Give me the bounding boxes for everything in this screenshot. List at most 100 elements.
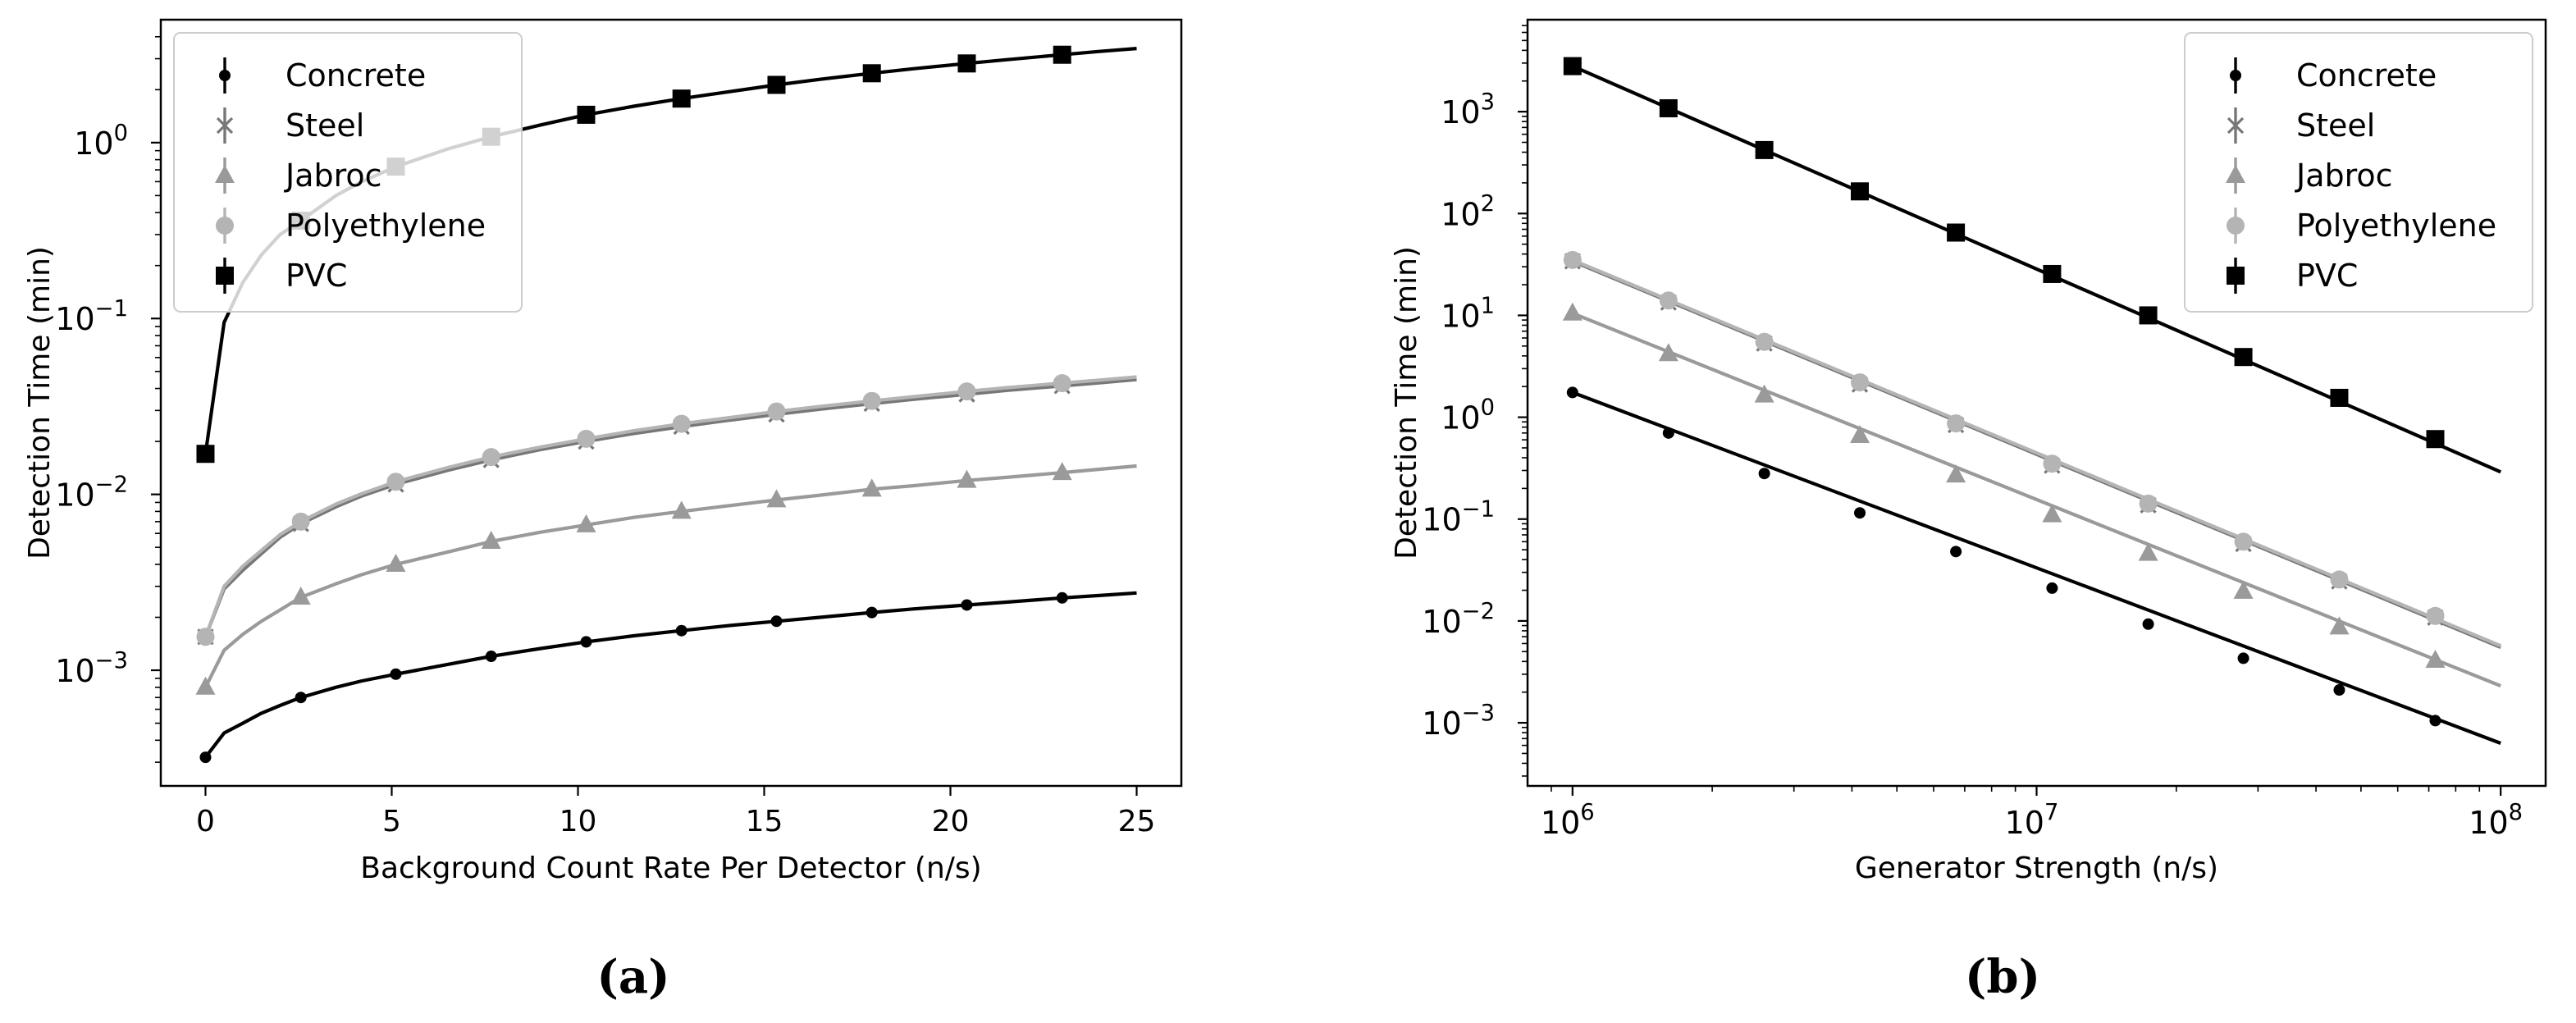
legend-label-jabroc: Jabroc — [2295, 158, 2393, 194]
legend-marker-pvc — [2227, 267, 2245, 285]
data-point — [482, 448, 500, 467]
data-point — [767, 75, 786, 94]
data-point — [1946, 464, 1966, 483]
data-point — [767, 402, 786, 421]
data-point — [2237, 652, 2249, 664]
data-point — [672, 89, 691, 108]
panel-b: 106 107 108 10−3 10−2 10−1 100 101 102 103 Generat… — [1390, 18, 2547, 1004]
legend-box — [2184, 32, 2533, 313]
data-point — [961, 599, 973, 611]
y-tick-label: 102 — [1441, 191, 1495, 232]
y-tick-label: 10−3 — [55, 648, 128, 689]
data-point — [862, 64, 881, 83]
data-point — [770, 615, 783, 628]
data-point — [2426, 606, 2445, 625]
legend-marker-steel — [216, 116, 234, 135]
data-point — [2333, 684, 2345, 696]
series-polyethylene — [196, 374, 1137, 646]
y-tick-label: 101 — [1441, 293, 1495, 334]
legend-marker-concrete — [2230, 70, 2241, 81]
plot-frame — [159, 18, 1183, 788]
data-point — [1851, 182, 1870, 201]
data-point — [766, 489, 787, 508]
legend-marker-polyethylene — [2227, 217, 2245, 235]
series-line — [1571, 258, 2502, 648]
x-axis-label: Background Count Rate Per Detector (n/s) — [360, 852, 981, 885]
data-point — [861, 478, 882, 497]
series-line — [1572, 390, 2501, 745]
legend-label-pvc: PVC — [285, 258, 347, 294]
panel-label: (a) — [596, 950, 669, 1004]
data-point — [2043, 264, 2062, 283]
data-point — [1053, 45, 1071, 64]
y-tick-label: 100 — [1441, 395, 1495, 436]
data-point — [2046, 582, 2058, 594]
x-axis-label: Generator Strength (n/s) — [1855, 852, 2218, 885]
data-point — [2139, 306, 2158, 325]
data-point — [957, 382, 976, 401]
data-point — [2042, 504, 2062, 523]
legend-label-steel: Steel — [2296, 107, 2375, 144]
data-point — [675, 624, 687, 637]
data-point — [2233, 580, 2254, 599]
data-point — [196, 628, 215, 646]
y-axis-label: Detection Time (min) — [1390, 246, 1423, 559]
data-point — [672, 414, 691, 433]
legend-label-pvc: PVC — [2296, 258, 2358, 294]
data-point — [1056, 591, 1068, 604]
data-point — [671, 500, 692, 519]
series-jabroc — [1562, 302, 2501, 688]
data-point — [580, 636, 592, 648]
series-line — [203, 377, 1137, 637]
data-point — [576, 514, 596, 532]
data-point — [1754, 384, 1774, 403]
legend-label-concrete: Concrete — [285, 57, 426, 94]
series-polyethylene — [1563, 250, 2502, 648]
series-jabroc — [195, 462, 1137, 695]
x-tick-label: 15 — [746, 805, 783, 838]
x-tick-label: 108 — [2469, 800, 2523, 841]
data-point — [957, 469, 977, 488]
data-point — [1947, 223, 1966, 242]
data-point — [1053, 374, 1071, 393]
data-point — [2234, 532, 2253, 551]
legend-label-concrete: Concrete — [2296, 57, 2437, 94]
x-tick-label: 106 — [1541, 800, 1595, 841]
data-point — [1755, 332, 1774, 351]
data-point — [386, 553, 406, 572]
data-point — [390, 668, 402, 680]
data-point — [386, 473, 405, 491]
x-tick-label: 25 — [1118, 805, 1156, 838]
legend-marker-concrete — [219, 70, 231, 81]
series-pvc — [1563, 57, 2502, 474]
y-tick-label: 103 — [1441, 89, 1495, 130]
data-point — [1662, 427, 1674, 439]
series-line — [1572, 311, 2501, 688]
panel-a: 0 5 10 15 20 25 10−3 10−2 10−1 100 Background Coun… — [23, 18, 1183, 1004]
data-point — [195, 676, 216, 695]
y-axis-label: Detection Time (min) — [23, 246, 57, 559]
data-point — [1658, 343, 1679, 362]
data-point — [485, 651, 497, 663]
legend-marker-jabroc — [215, 165, 235, 183]
data-point — [2043, 454, 2062, 473]
data-point — [577, 105, 596, 124]
data-point — [1566, 386, 1578, 399]
x-tick-label: 10 — [560, 805, 597, 838]
data-point — [1850, 424, 1870, 443]
x-tick-label: 5 — [382, 805, 401, 838]
data-point — [2429, 715, 2441, 727]
data-point — [196, 445, 215, 464]
data-point — [2329, 616, 2350, 635]
legend-label-steel: Steel — [285, 107, 364, 144]
data-point — [2425, 649, 2446, 668]
data-point — [1659, 98, 1678, 117]
data-point — [866, 606, 878, 619]
data-point — [2234, 348, 2253, 367]
legend-label-polyethylene: Polyethylene — [285, 208, 486, 244]
panel-label: (b) — [1965, 950, 2040, 1004]
data-point — [1052, 462, 1072, 481]
data-point — [1563, 250, 1582, 269]
data-point — [1562, 302, 1583, 321]
series-line — [203, 591, 1137, 759]
